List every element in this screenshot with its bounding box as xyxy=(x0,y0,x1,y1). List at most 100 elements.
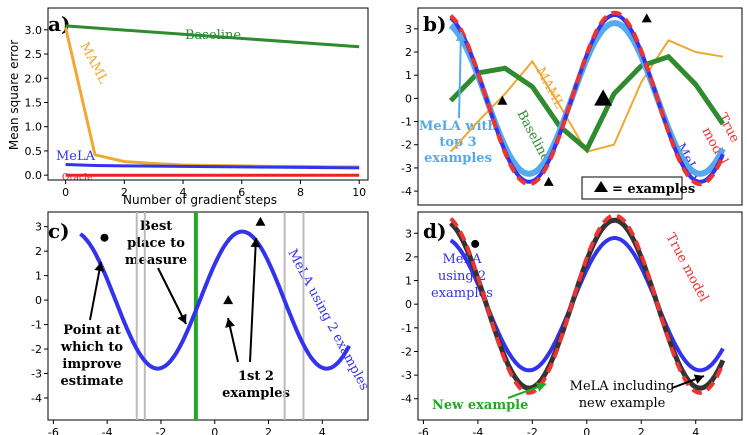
panel-a-xtick-label: 10 xyxy=(352,186,366,199)
panel-a-maml-line xyxy=(64,27,360,169)
panel-d-xtick-label: -4 xyxy=(472,426,483,435)
panel-c-mela2-label: MeLA using 2 examples xyxy=(284,247,371,393)
panel-b-ytick-label: -1 xyxy=(401,116,412,129)
panel-c-best-arrow xyxy=(157,267,187,325)
panel-d-xtick-label: 4 xyxy=(692,426,699,435)
panel-b-legend-box xyxy=(581,176,683,200)
panel-c-best-arrow-head xyxy=(177,313,187,324)
panel-d-ytick-label: 2 xyxy=(405,251,412,264)
panel-d-mela-new-line2: new example xyxy=(579,396,666,411)
panel-c-best-line3: measure xyxy=(125,253,187,268)
panel-d-true-label: True model xyxy=(662,231,711,305)
panel-c-first2-line2: examples xyxy=(222,386,290,401)
panel-c-xtick-label: 4 xyxy=(319,426,326,435)
panel-d-xtick-label: 0 xyxy=(583,426,590,435)
panel-b-label: b) xyxy=(423,12,446,36)
panel-b-ytick-label: 1 xyxy=(405,69,412,82)
panel-c-xtick-label: -6 xyxy=(48,426,59,435)
panel-d-new-example-arrow-head xyxy=(535,382,546,392)
panel-a-xlabel: Number of gradient steps xyxy=(123,193,277,207)
panel-d-xtick-label: -2 xyxy=(527,426,538,435)
panel-d-marked-point xyxy=(471,239,480,248)
panel-b-example-marker xyxy=(497,95,508,105)
panel-c-example-marker xyxy=(255,216,266,226)
panel-d-xtick-label: 2 xyxy=(638,426,645,435)
panel-d-true-model-line xyxy=(449,213,725,395)
panel-c-ytick-label: -4 xyxy=(31,392,42,405)
panel-b-ytick-label: -4 xyxy=(401,185,412,198)
panel-a-mela-label: MeLA xyxy=(56,149,96,164)
panel-b-top3-arrow-head xyxy=(455,32,466,42)
panel-a-ytick-label: 2.0 xyxy=(25,72,43,85)
panel-c-point-line4: estimate xyxy=(61,374,124,389)
panel-b-true-model-line xyxy=(449,10,725,187)
panel-c-ytick-label: 2 xyxy=(35,245,42,258)
panel-c-best-line2: place to xyxy=(127,236,185,251)
panel-c-point-line1: Point at xyxy=(63,323,120,338)
panel-b-baseline-line xyxy=(448,53,725,154)
panel-d-ytick-label: -1 xyxy=(401,322,412,335)
panel-c-xtick-label: -2 xyxy=(155,426,166,435)
panel-a-xtick-label: 4 xyxy=(180,186,187,199)
panel-d-mela-new-line1: MeLA including xyxy=(570,379,675,394)
panel-d-label: d) xyxy=(423,219,446,243)
panel-a-ytick-label: 0.5 xyxy=(25,145,43,158)
panel-d-ytick-label: -4 xyxy=(401,393,412,406)
panel-d-ytick-label: 0 xyxy=(405,298,412,311)
panel-a-ylabel: Mean square error xyxy=(7,40,21,150)
panel-b-example-marker xyxy=(594,89,613,106)
panel-c-point-arrow xyxy=(89,261,102,321)
panel-b-ytick-label: -2 xyxy=(401,139,412,152)
panel-c-point-line3: improve xyxy=(62,357,121,372)
panel-c-ytick-label: -2 xyxy=(31,343,42,356)
panel-c-xtick-label: 2 xyxy=(265,426,272,435)
panel-a-ytick-label: 2.5 xyxy=(25,48,43,61)
panel-a-ytick-label: 0.0 xyxy=(25,169,43,182)
panel-c-best-line1: Best xyxy=(140,219,173,234)
panel-d-ytick-label: -2 xyxy=(401,345,412,358)
panel-a-ytick-label: 1.0 xyxy=(25,121,43,134)
panel-c-mela-line xyxy=(79,229,351,371)
panel-c-xtick-label: 0 xyxy=(211,426,218,435)
panel-a-xtick-label: 6 xyxy=(238,186,245,199)
panel-b-ytick-label: 2 xyxy=(405,46,412,59)
panel-a-xtick-label: 0 xyxy=(62,186,69,199)
panel-c-chart: c) Best place to measure Point at which … xyxy=(31,211,372,435)
panel-d-ytick-label: 1 xyxy=(405,275,412,288)
panel-c-example-marker xyxy=(223,295,234,305)
panel-d-frame xyxy=(417,211,743,421)
panel-a-mela-line xyxy=(65,163,360,170)
panel-b-example-marker xyxy=(641,13,652,23)
panel-a-xtick-label: 8 xyxy=(297,186,304,199)
panel-d-xtick-label: -6 xyxy=(418,426,429,435)
panel-b-ytick-label: 3 xyxy=(405,23,412,36)
panel-c-marked-point xyxy=(100,233,109,242)
panel-c-ytick-label: 0 xyxy=(35,294,42,307)
panel-b-mela-top3-line1: MeLA with xyxy=(419,119,498,134)
panel-b-ytick-label: -3 xyxy=(401,162,412,175)
panel-c-ex2-arrow xyxy=(249,237,257,363)
panel-c-frame xyxy=(47,211,369,421)
panel-a-oracle-label: Oracle xyxy=(62,173,92,183)
panel-a-baseline-line xyxy=(65,24,360,49)
panel-d-mela-new-arrow-head xyxy=(693,374,704,384)
panel-c-ytick-label: 1 xyxy=(35,270,42,283)
panel-a-frame xyxy=(47,7,369,181)
panel-a-chart: a) Number of gradient steps Mean square … xyxy=(7,7,369,207)
panel-c-ex2-arrow-head xyxy=(250,238,261,248)
panel-d-ytick-label: 3 xyxy=(405,227,412,240)
panel-d-mela2-line3: examples xyxy=(431,286,493,301)
panel-d-new-example-label: New example xyxy=(432,398,528,413)
panel-a-maml-label: MAML xyxy=(76,40,110,87)
panel-c-xtick-label: -4 xyxy=(102,426,113,435)
panel-b-legend-triangle-icon xyxy=(594,181,608,192)
panel-b-legend-text: = examples xyxy=(612,182,695,197)
panel-b-top3-arrow xyxy=(458,31,462,119)
panel-b-ytick-label: 0 xyxy=(405,92,412,105)
panel-c-ytick-label: -1 xyxy=(31,319,42,332)
panel-b-example-marker xyxy=(543,176,554,186)
panel-a-ytick-label: 3.0 xyxy=(25,24,43,37)
panel-c-ytick-label: -3 xyxy=(31,368,42,381)
panel-c-ytick-label: 3 xyxy=(35,221,42,234)
